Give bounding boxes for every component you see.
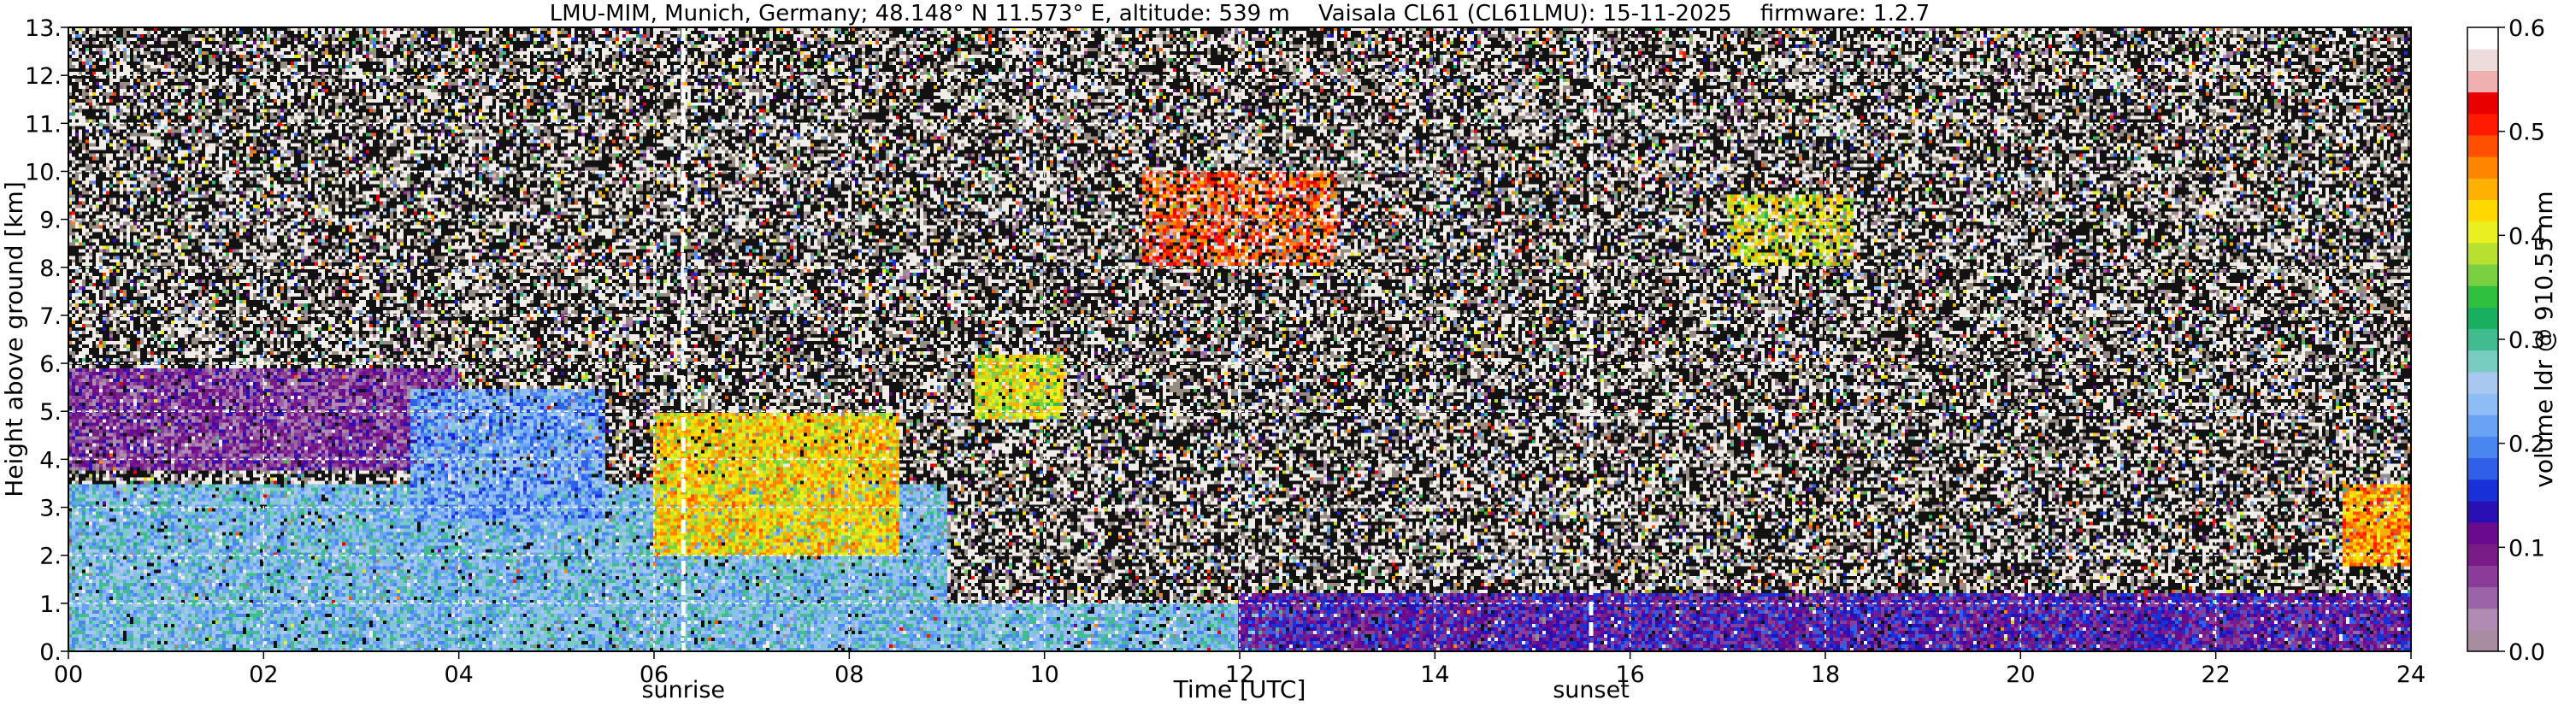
y-tick-label: 2. xyxy=(39,544,62,570)
y-tick-label: 12. xyxy=(25,63,62,90)
colorbar-swatch xyxy=(2467,285,2498,308)
sun-event-lines xyxy=(681,27,1594,651)
colorbar-swatch xyxy=(2467,199,2498,222)
colorbar-tick-label: 0.4 xyxy=(2508,223,2545,250)
colorbar-swatch xyxy=(2467,328,2498,351)
y-axis: 0. 1. 2. 3. 4. 5. 6. 7. 8. 9. 10. 11. 12. 13. xyxy=(25,15,68,666)
colorbar-tick-label: 0.2 xyxy=(2508,432,2545,458)
x-tick-label: 16 xyxy=(1615,662,1644,688)
colorbar-tick-label: 0.1 xyxy=(2508,535,2545,562)
colorbar-swatch xyxy=(2467,221,2498,244)
x-tick-label: 12 xyxy=(1225,662,1254,688)
grid-lines xyxy=(68,27,2411,651)
colorbar-label: volume ldr @ 910.55 nm xyxy=(2530,191,2558,487)
y-tick-label: 3. xyxy=(39,496,62,522)
x-tick-label: 08 xyxy=(834,662,864,688)
colorbar-swatch xyxy=(2467,544,2498,566)
colorbar-swatch xyxy=(2467,586,2498,609)
x-tick-label: 22 xyxy=(2201,662,2230,688)
colorbar-swatch xyxy=(2467,629,2498,652)
colorbar: 0.0 0.1 0.2 0.3 0.4 0.5 0.6 xyxy=(2467,15,2545,666)
y-tick-label: 10. xyxy=(25,159,62,185)
x-tick-label: 24 xyxy=(2396,662,2426,688)
x-axis-label: Time [UTC] xyxy=(1173,675,1306,703)
colorbar-swatch xyxy=(2467,392,2498,415)
x-tick-label: 18 xyxy=(1811,662,1840,688)
colorbar-swatch xyxy=(2467,500,2498,523)
colorbar-swatch xyxy=(2467,156,2498,179)
x-axis: 00 02 04 06 08 10 12 14 16 18 20 22 24 xyxy=(54,651,2426,688)
colorbar-swatch xyxy=(2467,608,2498,631)
y-tick-label: 4. xyxy=(39,447,62,474)
y-tick-label: 11. xyxy=(25,111,62,138)
y-axis-label: Height above ground [km] xyxy=(0,181,28,497)
colorbar-swatch xyxy=(2467,70,2498,93)
colorbar-swatch xyxy=(2467,49,2498,71)
colorbar-swatch xyxy=(2467,178,2498,200)
colorbar-swatch xyxy=(2467,436,2498,459)
colorbar-tick-label: 0.3 xyxy=(2508,327,2545,354)
x-tick-label: 14 xyxy=(1420,662,1449,688)
colorbar-tick-label: 0.5 xyxy=(2508,120,2545,146)
sun-event-label: sunset xyxy=(1553,677,1630,703)
colorbar-swatch xyxy=(2467,415,2498,437)
y-tick-label: 0. xyxy=(39,639,62,666)
y-tick-label: 6. xyxy=(39,351,62,378)
y-tick-label: 9. xyxy=(39,208,62,234)
colorbar-swatch xyxy=(2467,27,2498,50)
colorbar-swatch xyxy=(2467,242,2498,265)
colorbar-swatch xyxy=(2467,307,2498,330)
sun-event-label: sunrise xyxy=(641,677,725,703)
x-tick-label: 04 xyxy=(444,662,473,688)
x-tick-label: 10 xyxy=(1029,662,1058,688)
colorbar-swatch xyxy=(2467,134,2498,157)
colorbar-swatch xyxy=(2467,371,2498,394)
colorbar-swatch xyxy=(2467,479,2498,502)
colorbar-swatch xyxy=(2467,457,2498,480)
colorbar-swatch xyxy=(2467,91,2498,115)
colorbar-swatch xyxy=(2467,113,2498,136)
colorbar-tick-label: 0.0 xyxy=(2508,639,2545,666)
y-tick-label: 7. xyxy=(39,303,62,330)
sun-event-labels: sunrise sunset xyxy=(641,677,1629,703)
x-tick-label: 00 xyxy=(54,662,83,688)
y-tick-label: 1. xyxy=(39,591,62,618)
chart-title: LMU-MIM, Munich, Germany; 48.148° N 11.5… xyxy=(550,1,1930,26)
x-tick-label: 06 xyxy=(640,662,669,688)
y-tick-label: 8. xyxy=(39,256,62,282)
colorbar-swatch xyxy=(2467,565,2498,588)
colorbar-swatch xyxy=(2467,350,2498,373)
x-tick-label: 20 xyxy=(2006,662,2035,688)
y-tick-label: 13. xyxy=(25,15,62,42)
y-tick-label: 5. xyxy=(39,399,62,426)
colorbar-tick-label: 0.6 xyxy=(2508,15,2545,42)
colorbar-swatch xyxy=(2467,521,2498,544)
colorbar-swatch xyxy=(2467,263,2498,286)
x-tick-label: 02 xyxy=(249,662,278,688)
